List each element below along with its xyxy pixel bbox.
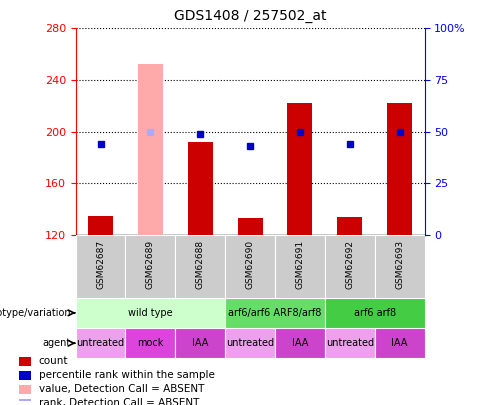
Text: IAA: IAA xyxy=(292,338,308,348)
Text: IAA: IAA xyxy=(391,338,408,348)
Text: count: count xyxy=(39,356,68,367)
Bar xyxy=(225,328,275,358)
Text: GSM62693: GSM62693 xyxy=(395,240,404,289)
Bar xyxy=(325,235,375,298)
Text: GSM62692: GSM62692 xyxy=(346,240,354,289)
Bar xyxy=(325,328,375,358)
Text: GSM62690: GSM62690 xyxy=(245,240,255,289)
Text: wild type: wild type xyxy=(128,308,173,318)
Bar xyxy=(175,235,225,298)
Bar xyxy=(138,64,163,235)
Bar xyxy=(375,235,425,298)
Bar xyxy=(225,298,325,328)
Text: GSM62688: GSM62688 xyxy=(196,240,205,289)
Text: IAA: IAA xyxy=(192,338,208,348)
Text: untreated: untreated xyxy=(77,338,124,348)
Text: agent: agent xyxy=(42,338,71,348)
Bar xyxy=(88,215,113,235)
Text: arf6 arf8: arf6 arf8 xyxy=(354,308,396,318)
Bar xyxy=(125,328,175,358)
Text: untreated: untreated xyxy=(226,338,274,348)
Bar xyxy=(76,298,225,328)
Bar xyxy=(125,235,175,298)
Bar xyxy=(20,385,31,394)
Bar xyxy=(238,218,263,235)
Text: GSM62689: GSM62689 xyxy=(146,240,155,289)
Bar xyxy=(275,328,325,358)
Text: arf6/arf6 ARF8/arf8: arf6/arf6 ARF8/arf8 xyxy=(228,308,322,318)
Bar xyxy=(188,142,213,235)
Bar xyxy=(76,235,125,298)
Bar xyxy=(225,235,275,298)
Bar xyxy=(375,328,425,358)
Text: value, Detection Call = ABSENT: value, Detection Call = ABSENT xyxy=(39,384,204,394)
Text: GSM62691: GSM62691 xyxy=(295,240,305,289)
Bar xyxy=(20,399,31,405)
Bar xyxy=(175,328,225,358)
Text: percentile rank within the sample: percentile rank within the sample xyxy=(39,370,215,380)
Title: GDS1408 / 257502_at: GDS1408 / 257502_at xyxy=(174,9,326,23)
Text: genotype/variation: genotype/variation xyxy=(0,308,71,318)
Text: untreated: untreated xyxy=(325,338,374,348)
Bar xyxy=(275,235,325,298)
Text: rank, Detection Call = ABSENT: rank, Detection Call = ABSENT xyxy=(39,398,199,405)
Bar xyxy=(287,103,312,235)
Bar xyxy=(20,371,31,380)
Bar xyxy=(337,217,362,235)
Bar xyxy=(76,328,125,358)
Bar xyxy=(387,103,412,235)
Text: mock: mock xyxy=(137,338,163,348)
Text: GSM62687: GSM62687 xyxy=(96,240,105,289)
Bar xyxy=(20,357,31,366)
Bar xyxy=(325,298,425,328)
